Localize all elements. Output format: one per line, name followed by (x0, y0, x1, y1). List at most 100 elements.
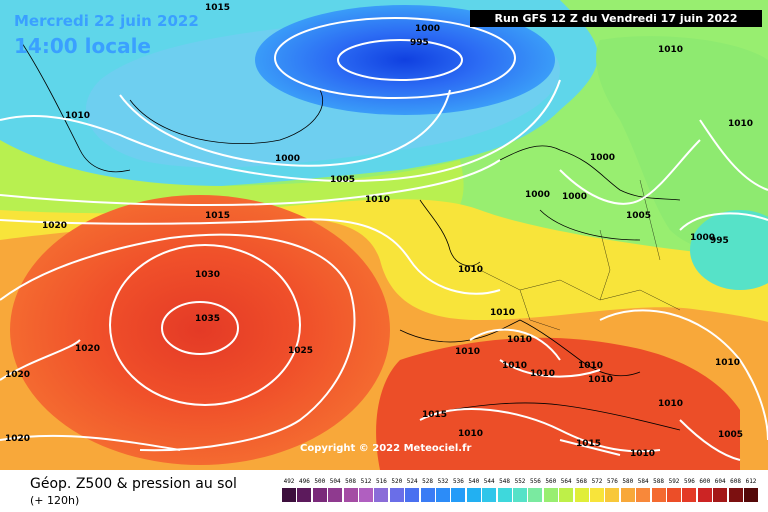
pressure-label: 995 (410, 38, 429, 48)
scale-swatch (420, 488, 435, 502)
pressure-label: 1010 (507, 335, 532, 345)
pressure-label: 1000 (590, 153, 615, 163)
pressure-label: 1020 (42, 221, 67, 231)
scale-label: 604 (714, 478, 726, 485)
scale-swatch (697, 488, 712, 502)
scale-swatch (590, 488, 604, 502)
scale-swatch (497, 488, 512, 502)
scale-swatch (451, 488, 466, 502)
pressure-label: 1010 (588, 375, 613, 385)
pressure-label: 1000 (562, 192, 587, 202)
scale-label: 596 (683, 478, 695, 485)
scale-label: 528 (422, 478, 434, 485)
scale-label: 496 (298, 478, 310, 485)
pressure-label: 1015 (205, 211, 230, 221)
pressure-label: 1035 (195, 314, 220, 324)
pressure-label: 1000 (275, 154, 300, 164)
scale-swatch (343, 488, 358, 502)
scale-swatch (605, 488, 620, 502)
pressure-label: 1010 (458, 429, 483, 439)
scale-label: 536 (452, 478, 464, 485)
pressure-label: 1025 (288, 346, 313, 356)
scale-label: 508 (345, 478, 357, 485)
scale-label: 556 (529, 478, 541, 485)
pressure-label: 1010 (728, 119, 753, 129)
scale-label: 568 (576, 478, 588, 485)
scale-swatch (667, 488, 681, 502)
scale-label: 492 (283, 478, 295, 485)
scale-swatch (651, 488, 666, 502)
scale-swatch (312, 488, 327, 502)
scale-label: 540 (468, 478, 480, 485)
scale-label: 600 (699, 478, 711, 485)
pressure-label: 1030 (195, 270, 220, 280)
scale-swatch (744, 488, 758, 502)
scale-swatch (297, 488, 312, 502)
scale-swatch (389, 488, 404, 502)
scale-label: 584 (637, 478, 649, 485)
scale-label: 532 (437, 478, 449, 485)
field-green-east (596, 36, 768, 254)
map-title: Géop. Z500 & pression au sol (30, 476, 237, 492)
scale-label: 576 (606, 478, 618, 485)
scale-label: 588 (653, 478, 665, 485)
scale-swatch (543, 488, 558, 502)
scale-swatch (682, 488, 697, 502)
scale-swatch (728, 488, 743, 502)
run-info: Run GFS 12 Z du Vendredi 17 juin 2022 (470, 10, 762, 27)
pressure-label: 1010 (65, 111, 90, 121)
scale-label: 552 (514, 478, 526, 485)
coastlines (19, 39, 681, 431)
pressure-label: 1010 (530, 369, 555, 379)
pressure-label: 1015 (205, 3, 230, 13)
scale-swatch (574, 488, 589, 502)
pressure-label: 1010 (455, 347, 480, 357)
scale-swatch (436, 488, 450, 502)
pressure-label: 1020 (75, 344, 100, 354)
scale-label: 564 (560, 478, 572, 485)
pressure-label: 1010 (502, 361, 527, 371)
pressure-label: 1010 (715, 358, 740, 368)
pressure-label: 1010 (365, 195, 390, 205)
scale-label: 560 (545, 478, 557, 485)
pressure-labels: 1015 1000 995 1010 1010 1000 1005 1010 1… (5, 3, 753, 459)
scale-label: 548 (499, 478, 511, 485)
isobars (0, 17, 768, 461)
pressure-label: 1020 (5, 434, 30, 444)
scale-label: 544 (483, 478, 495, 485)
pressure-label: 1010 (630, 449, 655, 459)
scale-label: 524 (406, 478, 418, 485)
pressure-label: 1010 (458, 265, 483, 275)
pressure-label: 1015 (422, 410, 447, 420)
scale-swatch (466, 488, 481, 502)
scale-label: 500 (314, 478, 326, 485)
scale-label: 580 (622, 478, 634, 485)
scale-label: 608 (730, 478, 742, 485)
scale-label: 592 (668, 478, 680, 485)
pressure-label: 1010 (578, 361, 603, 371)
copyright: Copyright © 2022 Meteociel.fr (300, 443, 472, 454)
color-scale: 492 496 500 504 508 512 516 520 524 528 532 536 540 5… (282, 478, 762, 508)
pressure-label: 1000 (690, 233, 715, 243)
low-pressure-core (255, 5, 555, 115)
scale-label: 520 (391, 478, 403, 485)
scale-swatch (282, 488, 296, 502)
pressure-label: 1005 (718, 430, 743, 440)
low-east-russia (690, 210, 768, 290)
high-pressure-region (10, 195, 390, 465)
scale-label: 512 (360, 478, 372, 485)
forecast-date: Mercredi 22 juin 2022 (14, 12, 199, 30)
scale-swatch (620, 488, 635, 502)
scale-swatch (528, 488, 543, 502)
scale-swatch (405, 488, 420, 502)
weather-map: 1015 1000 995 1010 1010 1000 1005 1010 1… (0, 0, 768, 470)
pressure-label: 1005 (330, 175, 355, 185)
pressure-label: 1020 (5, 370, 30, 380)
pressure-label: 1010 (490, 308, 515, 318)
pressure-label: 1010 (658, 399, 683, 409)
scale-swatch (636, 488, 651, 502)
pressure-label: 1010 (658, 45, 683, 55)
scale-swatch (328, 488, 343, 502)
scale-label: 516 (375, 478, 387, 485)
